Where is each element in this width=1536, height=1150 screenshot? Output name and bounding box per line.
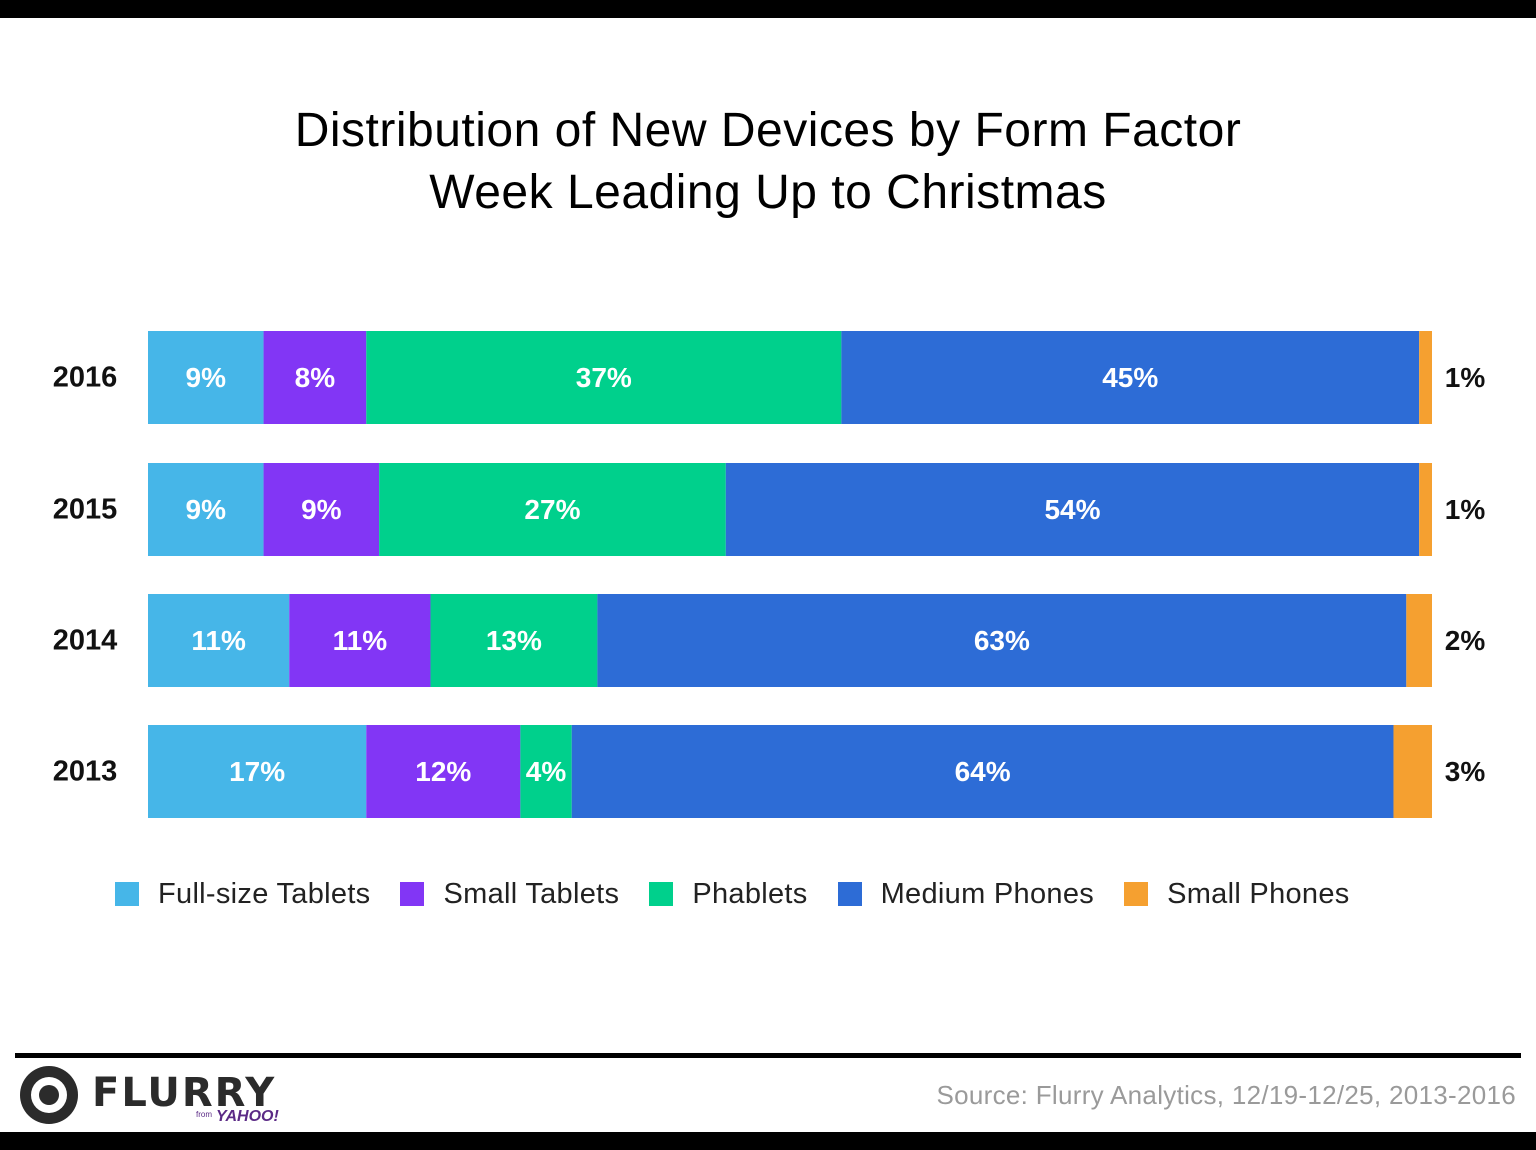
data-label-phablets-2014: 13% [486, 625, 542, 656]
legend-item-full-size-tablets: Full-size Tablets [115, 878, 370, 911]
chart-title: Distribution of New Devices by Form Fact… [0, 100, 1536, 224]
data-label-phablets-2016: 37% [576, 362, 632, 393]
bar-segment-medium-phones-2015 [725, 463, 1420, 556]
chart-legend: Full-size Tablets Small Tablets Phablets… [115, 872, 1455, 916]
legend-label-full-size-tablets: Full-size Tablets [158, 877, 371, 910]
category-label-2013: 2013 [53, 756, 118, 788]
flurry-logo-yahoo: YAHOO! [216, 1108, 279, 1125]
bar-segment-full-size-tablets-2016 [148, 331, 264, 424]
legend-swatch-small-tablets [400, 882, 425, 906]
legend-label-small-phones: Small Phones [1167, 877, 1350, 910]
bar-segment-medium-phones-2014 [597, 594, 1407, 687]
bar-segment-medium-phones-2016 [841, 331, 1420, 424]
data-label-small-tablets-2016: 8% [295, 362, 336, 393]
data-label-small-tablets-2015: 9% [301, 494, 342, 525]
bar-segment-phablets-2016 [366, 331, 842, 424]
bar-segment-medium-phones-2013 [571, 725, 1394, 818]
data-label-small-phones-2015: 1% [1445, 494, 1486, 525]
data-label-phablets-2013: 4% [526, 756, 567, 787]
legend-swatch-small-phones [1124, 882, 1149, 906]
legend-swatch-phablets [649, 882, 674, 906]
bar-segment-small-tablets-2016 [263, 331, 367, 424]
data-label-medium-phones-2013: 64% [955, 756, 1011, 787]
data-label-full-size-tablets-2013: 17% [229, 756, 285, 787]
chart-subtitle: Week Leading Up to Christmas [429, 166, 1107, 219]
data-label-small-tablets-2014: 11% [333, 625, 388, 656]
data-label-small-phones-2016: 1% [1445, 362, 1486, 393]
bar-segment-small-phones-2014 [1406, 594, 1432, 687]
chart-title-line1: Distribution of New Devices by Form Fact… [294, 104, 1242, 157]
flurry-logo-wordmark: FLURRY [92, 1070, 277, 1116]
legend-item-medium-phones: Medium Phones [837, 877, 1095, 911]
bar-segment-small-phones-2015 [1419, 463, 1432, 556]
legend-label-medium-phones: Medium Phones [880, 877, 1095, 910]
bar-segment-small-phones-2016 [1419, 331, 1432, 424]
data-label-small-phones-2013: 3% [1445, 756, 1486, 787]
flurry-logo-from: from [196, 1110, 212, 1119]
bar-segment-full-size-tablets-2013 [148, 725, 367, 818]
bar-segment-small-tablets-2014 [289, 594, 431, 687]
legend-item-small-tablets: Small Tablets [400, 878, 619, 911]
bar-segment-small-phones-2013 [1393, 725, 1432, 818]
bar-segment-phablets-2014 [430, 594, 598, 687]
data-label-medium-phones-2015: 54% [1044, 494, 1100, 525]
data-label-small-phones-2014: 2% [1445, 625, 1486, 656]
data-label-full-size-tablets-2014: 11% [191, 625, 246, 656]
bar-segment-phablets-2013 [520, 725, 572, 818]
bar-segment-full-size-tablets-2014 [148, 594, 290, 687]
bottom-border [0, 1132, 1536, 1150]
flurry-logo: FLURRY from YAHOO! [20, 1064, 290, 1128]
category-label-2014: 2014 [53, 625, 118, 657]
category-label-2015: 2015 [53, 494, 118, 526]
legend-swatch-full-size-tablets [115, 882, 139, 906]
category-label-2016: 2016 [53, 362, 118, 394]
legend-item-small-phones: Small Phones [1124, 878, 1350, 911]
legend-label-phablets: Phablets [692, 877, 808, 910]
data-label-full-size-tablets-2016: 9% [186, 362, 227, 393]
source-note: Source: Flurry Analytics, 12/19-12/25, 2… [936, 1080, 1516, 1110]
bar-segment-small-tablets-2015 [263, 463, 380, 556]
data-label-medium-phones-2014: 63% [974, 625, 1030, 656]
data-label-phablets-2015: 27% [524, 494, 580, 525]
data-label-full-size-tablets-2015: 9% [186, 494, 227, 525]
bar-segment-phablets-2015 [379, 463, 726, 556]
data-label-small-tablets-2013: 12% [415, 756, 471, 787]
footer-divider [15, 1053, 1521, 1058]
stacked-bar-chart: 2016 9% 8% 37% 45% 1% 2015 9% 9% 27% 54% 1% 2014 11% 1… [53, 331, 1486, 818]
bar-segment-full-size-tablets-2015 [148, 463, 264, 556]
bar-segment-small-tablets-2013 [366, 725, 521, 818]
top-border [0, 0, 1536, 18]
legend-label-small-tablets: Small Tablets [443, 877, 620, 910]
data-label-medium-phones-2016: 45% [1102, 362, 1158, 393]
legend-item-phablets: Phablets [649, 878, 807, 911]
legend-swatch-medium-phones [837, 882, 862, 906]
flurry-logo-icon [20, 1066, 78, 1124]
